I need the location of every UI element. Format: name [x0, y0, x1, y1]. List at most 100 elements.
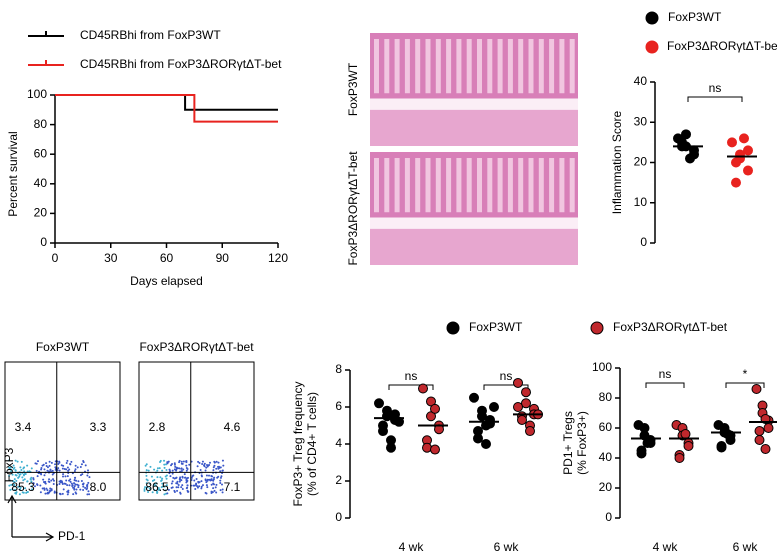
event-dot: [215, 467, 218, 470]
event-dot: [20, 468, 23, 471]
event-dot: [82, 485, 85, 488]
event-dot: [29, 478, 32, 481]
event-dot: [85, 488, 88, 491]
event-dot: [57, 467, 60, 470]
event-dot: [16, 460, 19, 463]
event-dot: [40, 466, 43, 469]
event-dot: [66, 459, 69, 462]
event-dot: [210, 483, 213, 486]
event-dot: [149, 465, 152, 468]
event-dot: [159, 476, 162, 479]
event-dot: [166, 492, 169, 495]
event-dot: [150, 475, 153, 478]
crypt: [384, 158, 390, 213]
event-dot: [215, 460, 218, 463]
event-dot: [66, 493, 69, 496]
event-dot: [13, 485, 16, 488]
event-dot: [145, 463, 148, 466]
crypt: [446, 39, 452, 94]
event-dot: [10, 483, 13, 486]
event-dot: [41, 487, 44, 490]
quadrant-label: 86.5: [145, 480, 169, 494]
event-dot: [170, 486, 173, 489]
data-point: [418, 383, 428, 394]
event-dot: [13, 488, 16, 491]
crypt: [466, 158, 472, 213]
crypt: [446, 158, 452, 213]
event-dot: [73, 485, 76, 488]
significance-bracket: [483, 384, 529, 390]
event-dot: [50, 479, 53, 482]
data-point: [685, 153, 695, 164]
event-dot: [24, 487, 27, 490]
crypt: [374, 158, 379, 213]
crypt: [477, 39, 482, 94]
event-dot: [49, 487, 52, 490]
event-dot: [67, 469, 70, 472]
significance-bracket: [388, 384, 434, 390]
event-dot: [81, 483, 84, 486]
event-dot: [67, 489, 70, 492]
event-dot: [215, 491, 218, 494]
event-dot: [180, 467, 183, 470]
event-dot: [71, 484, 74, 487]
event-dot: [19, 466, 22, 469]
event-dot: [173, 491, 176, 494]
data-point: [469, 392, 479, 403]
data-point: [525, 426, 535, 437]
event-dot: [157, 488, 160, 491]
event-dot: [157, 486, 160, 489]
event-dot: [143, 488, 146, 491]
legend-label: CD45RBhi from FoxP3WT: [80, 28, 221, 42]
event-dot: [80, 479, 83, 482]
data-point: [743, 145, 753, 156]
event-dot: [8, 467, 11, 470]
data-point: [727, 137, 737, 148]
event-dot: [146, 479, 149, 482]
event-dot: [212, 483, 215, 486]
event-dot: [52, 479, 55, 482]
crypt: [415, 39, 421, 94]
event-dot: [58, 460, 61, 463]
event-dot: [30, 480, 33, 483]
legend-label: FoxP3ΔRORγtΔT-bet: [613, 320, 728, 334]
event-dot: [193, 484, 196, 487]
event-dot: [185, 460, 188, 463]
crypt: [497, 158, 503, 213]
event-dot: [46, 469, 49, 472]
event-dot: [79, 488, 82, 491]
y-tick-label: 60: [599, 420, 613, 434]
x-tick-label: 6 wk: [733, 540, 759, 551]
event-dot: [179, 476, 182, 479]
event-dot: [32, 482, 35, 485]
event-dot: [170, 464, 173, 467]
significance-label: ns: [405, 369, 418, 383]
event-dot: [14, 469, 17, 472]
event-dot: [17, 485, 20, 488]
x-axis-label: PD-1: [58, 529, 86, 543]
event-dot: [84, 464, 87, 467]
event-dot: [82, 459, 85, 462]
event-dot: [160, 480, 163, 483]
event-dot: [185, 487, 188, 490]
mucosa: [370, 152, 578, 218]
y-tick-label: 80: [34, 117, 48, 131]
y-tick-label: 4: [335, 436, 342, 450]
event-dot: [221, 483, 224, 486]
event-dot: [201, 484, 204, 487]
event-dot: [163, 463, 166, 466]
event-dot: [20, 460, 23, 463]
event-dot: [197, 460, 200, 463]
event-dot: [219, 479, 222, 482]
event-dot: [74, 464, 77, 467]
crypt: [404, 158, 410, 213]
event-dot: [216, 465, 219, 468]
legend-marker: [590, 321, 604, 335]
event-dot: [22, 479, 25, 482]
event-dot: [61, 492, 64, 495]
event-dot: [204, 479, 207, 482]
event-dot: [30, 485, 33, 488]
event-dot: [65, 462, 68, 465]
event-dot: [46, 489, 49, 492]
